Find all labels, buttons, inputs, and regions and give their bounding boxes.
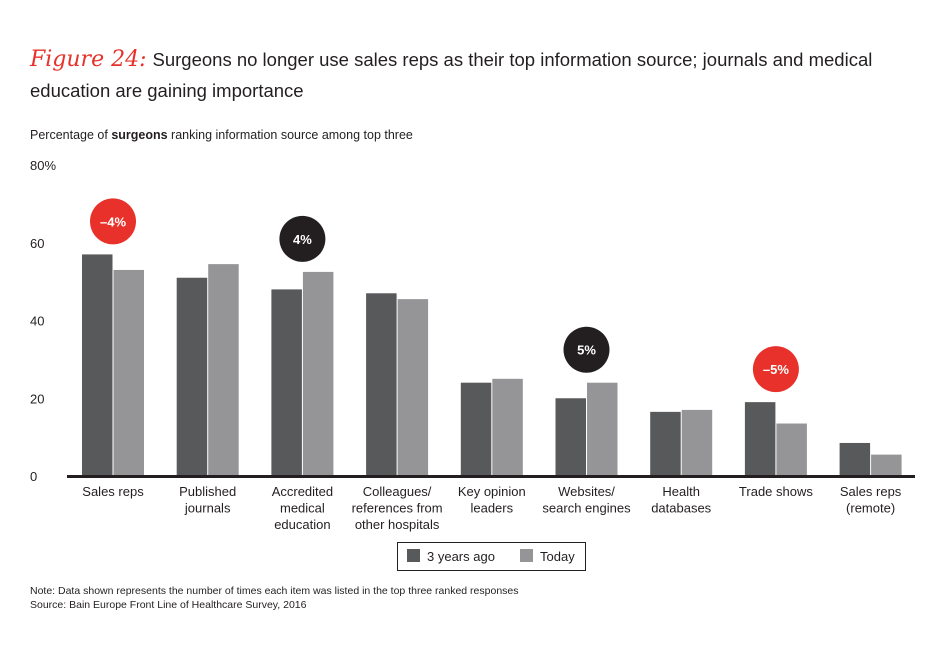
bar-today xyxy=(492,378,523,476)
x-tick-label: Trade shows xyxy=(739,484,813,499)
x-tick-label: Published xyxy=(179,484,236,499)
x-tick-label: Accredited xyxy=(272,484,333,499)
legend-label: Today xyxy=(540,549,575,564)
x-tick-label: medical xyxy=(280,501,325,516)
bar-3-years-ago xyxy=(650,411,681,476)
bar-3-years-ago xyxy=(366,293,397,476)
bar-today xyxy=(776,423,807,476)
footnote: Note: Data shown represents the number o… xyxy=(30,584,519,612)
x-tick-label: search engines xyxy=(542,501,631,516)
x-tick-label: education xyxy=(274,517,330,532)
y-tick-label: 60 xyxy=(30,236,44,251)
y-tick-label: 20 xyxy=(30,391,44,406)
chart-title: Figure 24: Surgeons no longer use sales r… xyxy=(30,44,930,106)
x-tick-label: Sales reps xyxy=(840,484,902,499)
bar-today xyxy=(397,299,429,476)
x-tick-label: Health xyxy=(662,484,700,499)
y-tick-label: 80% xyxy=(30,158,56,173)
change-bubble xyxy=(752,346,799,393)
legend-box xyxy=(397,542,586,571)
x-tick-label: (remote) xyxy=(846,501,895,516)
x-tick-label: leaders xyxy=(470,501,513,516)
bar-today xyxy=(208,264,239,476)
change-bubble xyxy=(279,215,326,262)
change-label: –4% xyxy=(100,214,126,229)
subtitle-prefix: Percentage of xyxy=(30,128,112,142)
bar-3-years-ago xyxy=(82,254,113,476)
note-text: Note: Data shown represents the number o… xyxy=(30,585,519,597)
bar-3-years-ago xyxy=(839,442,871,476)
x-tick-label: Websites/ xyxy=(558,484,615,499)
y-tick-label: 0 xyxy=(30,469,37,484)
change-label: 5% xyxy=(577,343,596,358)
x-axis-line xyxy=(67,475,915,478)
change-bubble xyxy=(90,198,136,245)
figure-label: Figure 24: xyxy=(30,47,147,72)
bar-today xyxy=(681,409,713,476)
bar-today xyxy=(302,271,334,476)
change-label: 4% xyxy=(293,232,312,247)
bar-3-years-ago xyxy=(271,289,302,476)
bar-3-years-ago xyxy=(176,277,208,476)
change-label: –5% xyxy=(763,362,789,377)
bar-today xyxy=(587,382,618,476)
subtitle-bold: surgeons xyxy=(111,128,168,142)
x-tick-label: Colleagues/ xyxy=(363,484,432,499)
bar-3-years-ago xyxy=(744,402,776,476)
bar-3-years-ago xyxy=(460,382,492,476)
y-tick-label: 40 xyxy=(30,314,44,329)
title-text: Surgeons no longer use sales reps as the… xyxy=(30,49,873,101)
legend-swatch xyxy=(520,549,533,562)
bar-today xyxy=(113,269,144,476)
chart-subtitle: Percentage of surgeons ranking informati… xyxy=(30,128,413,142)
change-bubble xyxy=(563,326,610,373)
source-text: Source: Bain Europe Front Line of Health… xyxy=(30,599,307,611)
bar-3-years-ago xyxy=(555,398,586,476)
x-tick-label: Key opinion xyxy=(458,484,526,499)
x-tick-label: other hospitals xyxy=(355,517,440,532)
legend-label: 3 years ago xyxy=(427,549,495,564)
legend-swatch xyxy=(407,549,420,562)
x-tick-label: Sales reps xyxy=(82,484,144,499)
x-tick-label: journals xyxy=(184,501,231,516)
x-tick-label: references from xyxy=(352,501,443,516)
bar-today xyxy=(871,454,902,476)
x-tick-label: databases xyxy=(651,501,711,516)
subtitle-suffix: ranking information source among top thr… xyxy=(167,128,413,142)
